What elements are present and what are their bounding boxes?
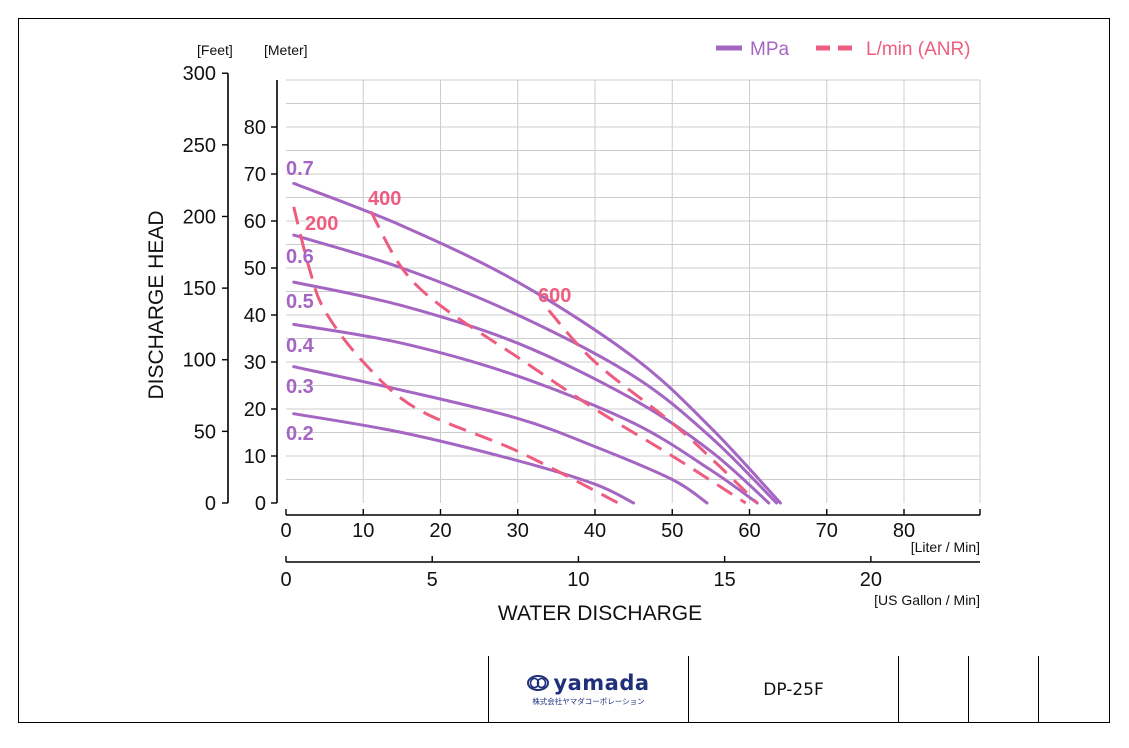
feet-tick-label: 200 [183, 206, 216, 228]
company-subtitle: 株式会社ヤマダコーポレーション [532, 696, 645, 706]
gallon-tick-label: 5 [427, 569, 438, 591]
air-curve-600 [547, 309, 759, 505]
air-label: 600 [538, 285, 571, 307]
title-block-empty-cell [18, 656, 488, 723]
title-block: yamada 株式会社ヤマダコーポレーション DP-25F [18, 656, 1110, 723]
meter-tick-label: 50 [244, 258, 266, 280]
meter-tick-label: 20 [244, 399, 266, 421]
yamada-emblem-icon [527, 675, 550, 691]
gallon-tick-label: 10 [567, 569, 589, 591]
pressure-label: 0.7 [286, 158, 314, 180]
meter-tick-label: 10 [244, 446, 266, 468]
liter-unit-label: [Liter / Min] [911, 539, 980, 555]
gallon-unit-label: [US Gallon / Min] [874, 592, 980, 608]
company-logo: yamada 株式会社ヤマダコーポレーション [527, 670, 650, 707]
meter-tick-label: 0 [255, 493, 266, 515]
pressure-curve-0-6 [292, 233, 779, 505]
feet-tick-label: 250 [183, 135, 216, 157]
curves [292, 181, 782, 505]
x-axis-title: WATER DISCHARGE [498, 602, 702, 625]
feet-tick-label: 100 [183, 350, 216, 372]
pressure-curve-0-2 [292, 412, 636, 505]
liter-tick-label: 80 [893, 520, 915, 542]
feet-tick-label: 0 [205, 493, 216, 515]
gallon-tick-label: 20 [860, 569, 882, 591]
feet-tick-label: 300 [183, 63, 216, 85]
meter-tick-label: 60 [244, 211, 266, 233]
air-label: 200 [305, 213, 338, 235]
pressure-label: 0.3 [286, 376, 314, 398]
company-name: yamada [553, 670, 650, 695]
pressure-label: 0.4 [286, 335, 315, 357]
meter-tick-label: 30 [244, 352, 266, 374]
model-number: DP-25F [763, 679, 824, 700]
gallon-tick-label: 0 [280, 569, 291, 591]
curve-labels: 0.7 0.6 0.5 0.4 0.3 0.2 200 400 600 [286, 158, 571, 445]
legend: MPa L/min (ANR) [716, 39, 971, 60]
feet-tick-label: 150 [183, 278, 216, 300]
axes: 01020304050607080050100150200250300[Feet… [145, 42, 981, 625]
pressure-label: 0.5 [286, 291, 314, 313]
feet-unit-label: [Feet] [197, 42, 233, 58]
pressure-label: 0.6 [286, 246, 314, 268]
meter-tick-label: 40 [244, 305, 266, 327]
meter-unit-label: [Meter] [264, 42, 308, 58]
liter-tick-label: 60 [738, 520, 760, 542]
air-curve-400 [369, 210, 747, 505]
chart-frame [18, 18, 1110, 723]
air-label: 400 [368, 188, 401, 210]
liter-tick-label: 40 [584, 520, 606, 542]
meter-tick-label: 80 [244, 117, 266, 139]
title-block-cell-6 [1038, 656, 1110, 723]
title-block-cell-4 [898, 656, 968, 723]
liter-tick-label: 50 [661, 520, 683, 542]
liter-tick-label: 20 [429, 520, 451, 542]
legend-label: MPa [750, 39, 790, 60]
feet-tick-label: 50 [194, 421, 216, 443]
y-axis-title: DISCHARGE HEAD [145, 210, 168, 399]
title-block-logo-cell: yamada 株式会社ヤマダコーポレーション [488, 656, 688, 723]
meter-tick-label: 70 [244, 164, 266, 186]
liter-tick-label: 30 [507, 520, 529, 542]
air-curve-200 [292, 206, 619, 505]
pressure-curve-0-4 [292, 322, 759, 505]
pressure-curve-0-7 [292, 181, 782, 505]
title-block-model-cell: DP-25F [688, 656, 898, 723]
title-block-cell-5 [968, 656, 1038, 723]
grid [286, 79, 981, 503]
gallon-tick-label: 15 [714, 569, 736, 591]
liter-tick-label: 0 [280, 520, 291, 542]
pressure-curve-0-3 [292, 365, 709, 505]
legend-label: L/min (ANR) [866, 39, 971, 60]
pressure-label: 0.2 [286, 423, 314, 445]
liter-tick-label: 70 [816, 520, 838, 542]
pressure-curve-0-5 [292, 280, 771, 505]
liter-tick-label: 10 [352, 520, 374, 542]
